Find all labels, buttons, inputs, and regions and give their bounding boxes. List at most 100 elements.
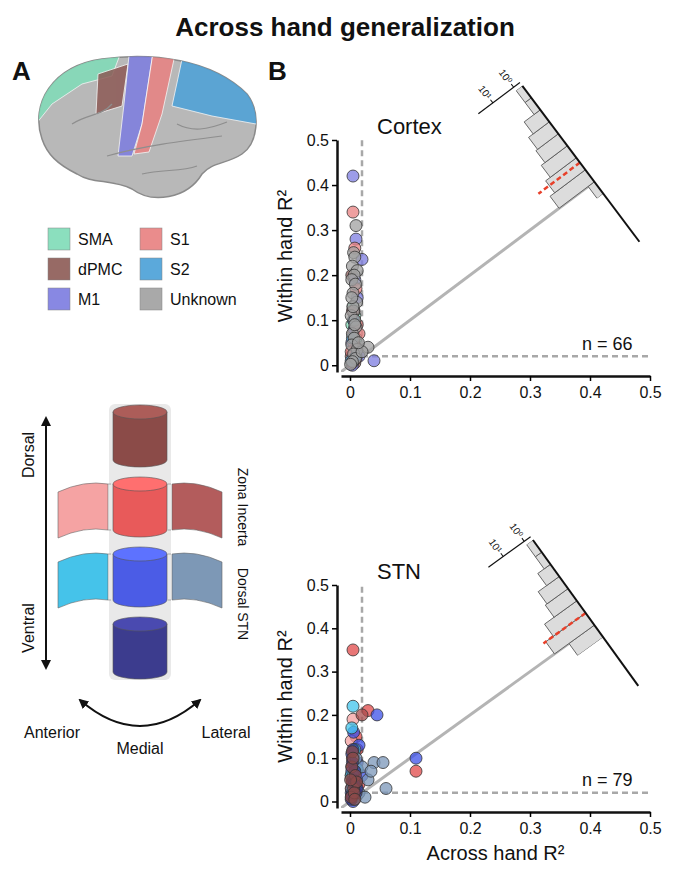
point: [349, 793, 361, 805]
legend-swatch: [48, 288, 70, 310]
panel-title: STN: [377, 559, 421, 584]
y-tick: 0.5: [307, 577, 337, 594]
y-tick-label: 0.1: [307, 312, 329, 329]
stn-cylinder: [113, 412, 167, 467]
histogram-mean: [543, 613, 585, 643]
y-axis: 00.10.20.30.40.5: [307, 577, 338, 811]
point: [377, 757, 389, 769]
histogram-bar: [524, 110, 549, 134]
stn-side-panel: [172, 483, 222, 538]
x-tick-label: 0.3: [519, 384, 541, 401]
series: [345, 206, 365, 369]
y-tick: 0.2: [307, 267, 337, 284]
brain: [32, 44, 267, 197]
legend-label: SMA: [78, 231, 113, 248]
direction-label: Dorsal: [20, 432, 37, 478]
y-axis: 00.10.20.30.40.5: [307, 132, 338, 374]
x-tick: 0.4: [579, 812, 601, 837]
y-tick-mark: [332, 758, 337, 760]
point: [410, 765, 422, 777]
annotation: n = 66: [582, 334, 633, 354]
legend-swatch: [48, 228, 70, 250]
x-axis-line: [342, 375, 651, 378]
y-axis-title: Within hand R²: [274, 190, 296, 323]
stn-diagram: DorsalVentralZona IncertaDorsal STNAnter…: [20, 404, 251, 757]
x-tick-mark: [470, 376, 472, 381]
legend-label: S2: [170, 261, 190, 278]
point: [349, 319, 361, 331]
x-tick-label: 0.4: [579, 820, 601, 837]
brain-sulcus: [107, 136, 222, 156]
x-tick-mark: [350, 812, 352, 817]
point: [368, 355, 380, 367]
x-tick-label: 0.5: [639, 384, 661, 401]
y-tick-label: 0.2: [307, 267, 329, 284]
histogram: 10⁰10¹: [466, 66, 640, 273]
y-tick: 0: [320, 793, 337, 810]
plot-area: [341, 585, 650, 808]
x-tick-label: 0.4: [579, 384, 601, 401]
stn-side-panel: [58, 483, 108, 538]
x-axis-line: [342, 811, 651, 814]
histogram-baseline: [522, 86, 639, 242]
x-tick-label: 0: [346, 820, 355, 837]
panel-title: Cortex: [377, 114, 442, 139]
y-tick-label: 0.1: [307, 750, 329, 767]
scatter-panel: 00.10.20.30.40.500.10.20.30.40.5CortexWi…: [274, 114, 662, 401]
x-axis-title: Across hand R²: [427, 842, 565, 864]
point: [345, 774, 357, 786]
x-tick-label: 0.5: [639, 820, 661, 837]
x-tick: 0.3: [519, 812, 541, 837]
brain-sulcus: [177, 122, 227, 129]
x-tick-label: 0.3: [519, 820, 541, 837]
point: [346, 722, 358, 734]
y-axis-line: [336, 586, 339, 809]
x-tick-mark: [590, 812, 592, 817]
brain-region: [172, 50, 267, 126]
y-axis-title: Within hand R²: [274, 630, 296, 763]
point: [346, 292, 358, 304]
stn-cylinder: [113, 554, 167, 607]
y-tick-mark: [332, 585, 337, 587]
y-tick: 0.4: [307, 177, 337, 194]
direction-label: Medial: [116, 740, 163, 757]
histogram-bar: [538, 564, 559, 585]
y-tick-label: 0.4: [307, 177, 329, 194]
stn-side-panel: [58, 553, 108, 608]
y-tick: 0.2: [307, 707, 337, 724]
x-tick: 0.2: [459, 376, 481, 401]
y-tick-mark: [332, 230, 337, 232]
x-tick-mark: [650, 376, 652, 381]
point: [365, 765, 377, 777]
histogram-tick-label: 10⁰: [497, 67, 515, 86]
x-axis: 00.10.20.30.40.5: [342, 376, 662, 401]
histogram-tick: [522, 538, 524, 541]
point: [347, 752, 359, 764]
y-tick: 0.4: [307, 620, 337, 637]
series: [345, 744, 363, 806]
x-tick-mark: [590, 376, 592, 381]
x-tick-mark: [350, 376, 352, 381]
plot-area: [341, 140, 650, 372]
point: [347, 206, 359, 218]
x-tick-mark: [650, 812, 652, 817]
series: [345, 700, 363, 805]
y-tick: 0: [320, 357, 337, 374]
y-tick-label: 0.5: [307, 132, 329, 149]
legend-label: M1: [78, 291, 100, 308]
y-tick-mark: [332, 320, 337, 322]
y-tick-label: 0.5: [307, 577, 329, 594]
direction-label: Lateral: [202, 724, 251, 741]
y-tick-label: 0.2: [307, 707, 329, 724]
x-axis: 00.10.20.30.40.5: [342, 812, 662, 837]
stn-side-panel: [172, 553, 222, 608]
legend-swatch: [48, 258, 70, 280]
point: [348, 793, 360, 805]
x-tick-mark: [410, 376, 412, 381]
point: [380, 783, 392, 795]
histogram: 10⁰10¹: [476, 520, 638, 717]
x-tick: 0.5: [639, 376, 661, 401]
x-tick: 0: [346, 812, 355, 837]
brain-sulcus: [142, 166, 197, 174]
histogram-baseline: [533, 540, 638, 686]
